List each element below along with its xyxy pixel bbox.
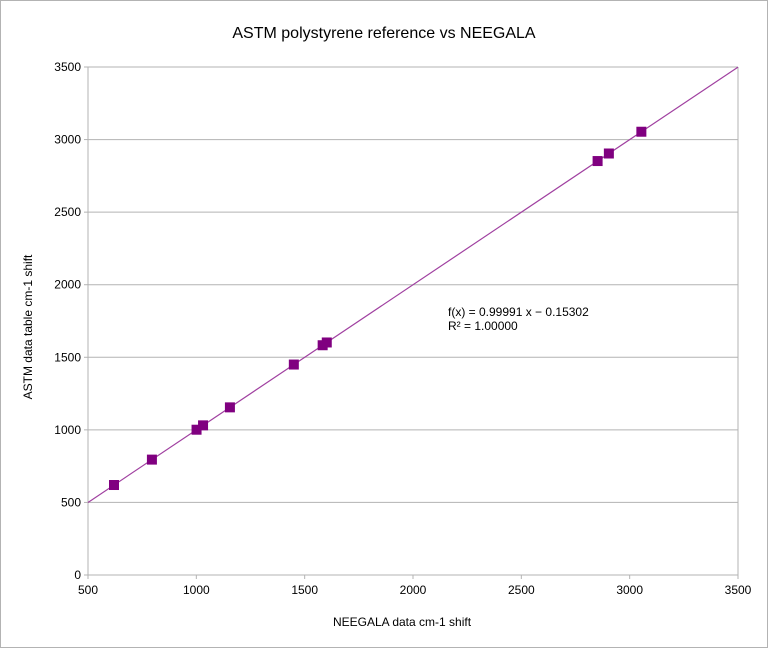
x-tick-label: 3000 xyxy=(616,583,643,597)
data-points xyxy=(109,126,647,491)
x-tick-label: 3500 xyxy=(725,583,752,597)
x-tick-label: 500 xyxy=(78,583,98,597)
y-axis-title: ASTM data table cm-1 shift xyxy=(21,254,35,399)
chart-title: ASTM polystyrene reference vs NEEGALA xyxy=(232,25,536,42)
data-point xyxy=(603,148,614,159)
trendline-equation: f(x) = 0.99991 x − 0.15302 xyxy=(448,305,589,319)
data-point xyxy=(146,454,157,465)
data-point xyxy=(198,420,209,431)
y-tick-label: 0 xyxy=(74,568,81,582)
y-tick-label: 2000 xyxy=(54,278,81,292)
y-tick-label: 2500 xyxy=(54,205,81,219)
grid-lines xyxy=(88,66,738,576)
data-point xyxy=(636,126,647,137)
data-point xyxy=(191,424,202,435)
data-point xyxy=(321,337,332,348)
y-tick-label: 500 xyxy=(61,495,81,509)
data-point xyxy=(288,359,299,370)
data-point xyxy=(224,402,235,413)
y-tick-label: 1000 xyxy=(54,423,81,437)
x-tick-label: 2000 xyxy=(400,583,427,597)
y-tick-label: 1500 xyxy=(54,350,81,364)
y-tick-label: 3000 xyxy=(54,133,81,147)
trendline-r-squared: R² = 1.00000 xyxy=(448,319,518,333)
x-tick-label: 2500 xyxy=(508,583,535,597)
x-tick-label: 1500 xyxy=(291,583,318,597)
y-tick-label: 3500 xyxy=(54,60,81,74)
x-axis-title: NEEGALA data cm-1 shift xyxy=(333,615,472,629)
axes xyxy=(84,66,739,579)
data-point xyxy=(592,156,603,167)
data-point xyxy=(109,480,119,491)
x-tick-label: 1000 xyxy=(183,583,210,597)
